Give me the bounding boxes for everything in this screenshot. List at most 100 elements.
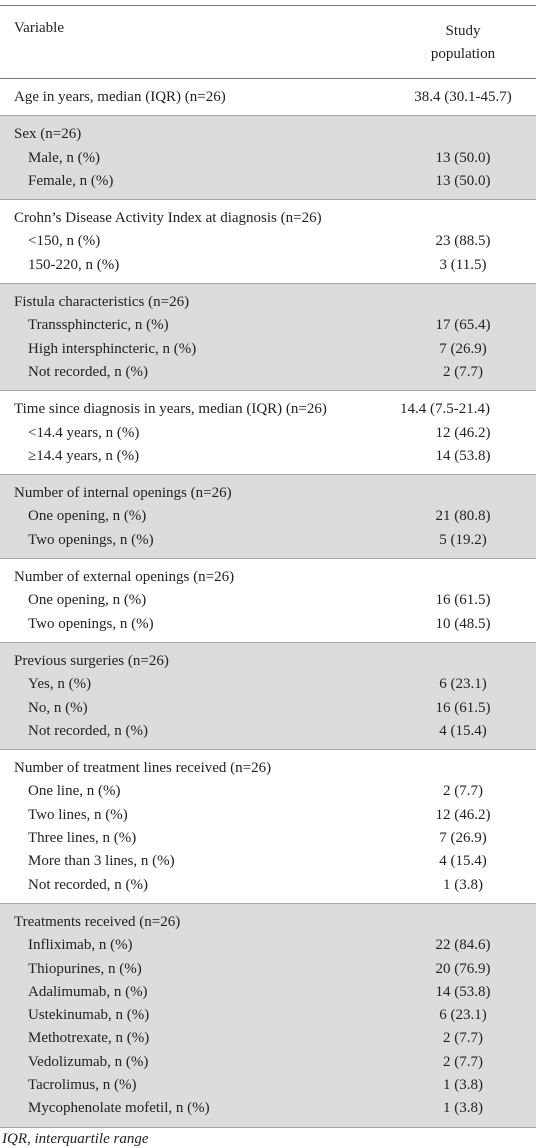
table-row: Mycophenolate mofetil, n (%) 1 (3.8) [0,1097,536,1120]
cell [390,650,536,673]
row-label: Three lines, n (%) [28,830,137,847]
document: Variable Study population Age in years, … [0,5,536,1147]
row-label: 150-220, n (%) [28,256,120,273]
group-title: Previous surgeries (n=26) [14,652,169,669]
cell [390,757,536,780]
row-group: Time since diagnosis in years, median (I… [0,391,536,476]
row-label: Adalimumab, n (%) [28,983,148,1000]
row-label: Tacrolimus, n (%) [28,1076,137,1093]
group-title-row: Age in years, median (IQR) (n=26) 38.4 (3… [0,86,536,109]
row-label: Two lines, n (%) [28,806,128,823]
group-title-row: Time since diagnosis in years, median (I… [0,398,536,421]
row-label: One line, n (%) [28,783,121,800]
row-value: 12 (46.2) [435,806,491,823]
row-label: Yes, n (%) [28,676,92,693]
row-value: 14 (53.8) [435,447,491,464]
row-value: 2 (7.7) [443,1053,483,1070]
row-label: <14.4 years, n (%) [28,424,140,441]
group-title: Fistula characteristics (n=26) [14,294,190,311]
row-label: Two openings, n (%) [28,615,154,632]
row-label: Two openings, n (%) [28,531,154,548]
cell [390,482,536,505]
row-group: Age in years, median (IQR) (n=26) 38.4 (3… [0,79,536,117]
row-value: 13 (50.0) [435,149,491,166]
table-row: Vedolizumab, n (%) 2 (7.7) [0,1051,536,1074]
cell [390,911,536,934]
row-value: 7 (26.9) [439,830,487,847]
table-row: Two openings, n (%) 10 (48.5) [0,613,536,636]
group-title: Treatments received (n=26) [14,913,181,930]
row-label: Vedolizumab, n (%) [28,1053,149,1070]
cell [390,566,536,589]
table-row: Female, n (%) 13 (50.0) [0,170,536,193]
table-row: Thiopurines, n (%) 20 (76.9) [0,958,536,981]
table-row: Adalimumab, n (%) 14 (53.8) [0,981,536,1004]
row-label: Ustekinumab, n (%) [28,1007,150,1024]
header-variable: Variable [14,20,64,36]
row-value: 4 (15.4) [439,853,487,870]
row-value: 1 (3.8) [443,1076,483,1093]
row-value: 22 (84.6) [435,937,491,954]
table-row: Not recorded, n (%) 1 (3.8) [0,874,536,897]
table-row: One opening, n (%) 16 (61.5) [0,589,536,612]
row-value: 16 (61.5) [435,699,491,716]
row-group: Number of internal openings (n=26) One op… [0,475,536,560]
row-label: Female, n (%) [28,172,114,189]
table-row: Two openings, n (%) 5 (19.2) [0,529,536,552]
table-header: Variable Study population [0,6,536,79]
row-label: Not recorded, n (%) [28,876,148,893]
row-group: Previous surgeries (n=26) Yes, n (%) 6 (23… [0,642,536,751]
group-title-row: Previous surgeries (n=26) [0,650,536,673]
table-row: Three lines, n (%) 7 (26.9) [0,827,536,850]
row-value: 3 (11.5) [439,256,487,273]
group-title: Number of treatment lines received (n=26… [14,760,272,777]
row-label: No, n (%) [28,699,88,716]
table-row: No, n (%) 16 (61.5) [0,697,536,720]
table-body: Age in years, median (IQR) (n=26) 38.4 (3… [0,79,536,1128]
row-label: Infliximab, n (%) [28,937,133,954]
table-row: Transsphincteric, n (%) 17 (65.4) [0,314,536,337]
row-label: Methotrexate, n (%) [28,1030,150,1047]
table-row: Male, n (%) 13 (50.0) [0,147,536,170]
cell [390,123,536,146]
group-title: Age in years, median (IQR) (n=26) [14,89,226,105]
table-row: <150, n (%) 23 (88.5) [0,230,536,253]
table-row: ≥14.4 years, n (%) 14 (53.8) [0,445,536,468]
group-title: Sex (n=26) [14,126,82,143]
table-row: Infliximab, n (%) 22 (84.6) [0,934,536,957]
row-value: 2 (7.7) [443,363,483,380]
row-label: ≥14.4 years, n (%) [28,447,140,464]
table-row: <14.4 years, n (%) 12 (46.2) [0,422,536,445]
row-value: 1 (3.8) [443,876,483,893]
group-title-row: Number of external openings (n=26) [0,566,536,589]
row-label: Not recorded, n (%) [28,722,148,739]
row-value: 10 (48.5) [435,615,491,632]
group-title-row: Number of treatment lines received (n=26… [0,757,536,780]
row-label: Male, n (%) [28,149,101,166]
table-row: One line, n (%) 2 (7.7) [0,780,536,803]
row-group: Treatments received (n=26) Infliximab, n … [0,903,536,1128]
row-value: 2 (7.7) [443,1030,483,1047]
group-title: Number of internal openings (n=26) [14,485,232,502]
group-title: Crohn’s Disease Activity Index at diagno… [14,210,322,227]
row-value: 1 (3.8) [443,1100,483,1117]
row-group: Fistula characteristics (n=26) Transsphin… [0,284,536,392]
row-value: 4 (15.4) [439,722,487,739]
header-population: Study population [390,6,536,78]
group-value: 38.4 (30.1-45.7) [414,89,512,105]
group-title-row: Treatments received (n=26) [0,911,536,934]
footnote: IQR, interquartile range [2,1130,149,1147]
table-row: Tacrolimus, n (%) 1 (3.8) [0,1074,536,1097]
row-group: Number of treatment lines received (n=26… [0,750,536,904]
cell [390,291,536,314]
table-row: One opening, n (%) 21 (80.8) [0,505,536,528]
row-value: 20 (76.9) [435,960,491,977]
table-row: Two lines, n (%) 12 (46.2) [0,804,536,827]
table-row: More than 3 lines, n (%) 4 (15.4) [0,850,536,873]
row-group: Number of external openings (n=26) One op… [0,559,536,643]
table-row: Not recorded, n (%) 2 (7.7) [0,361,536,384]
table-row: High intersphincteric, n (%) 7 (26.9) [0,338,536,361]
row-group: Sex (n=26) Male, n (%) 13 (50.0) Female, n … [0,116,536,201]
row-label: Not recorded, n (%) [28,363,148,380]
group-title: Number of external openings (n=26) [14,569,235,586]
